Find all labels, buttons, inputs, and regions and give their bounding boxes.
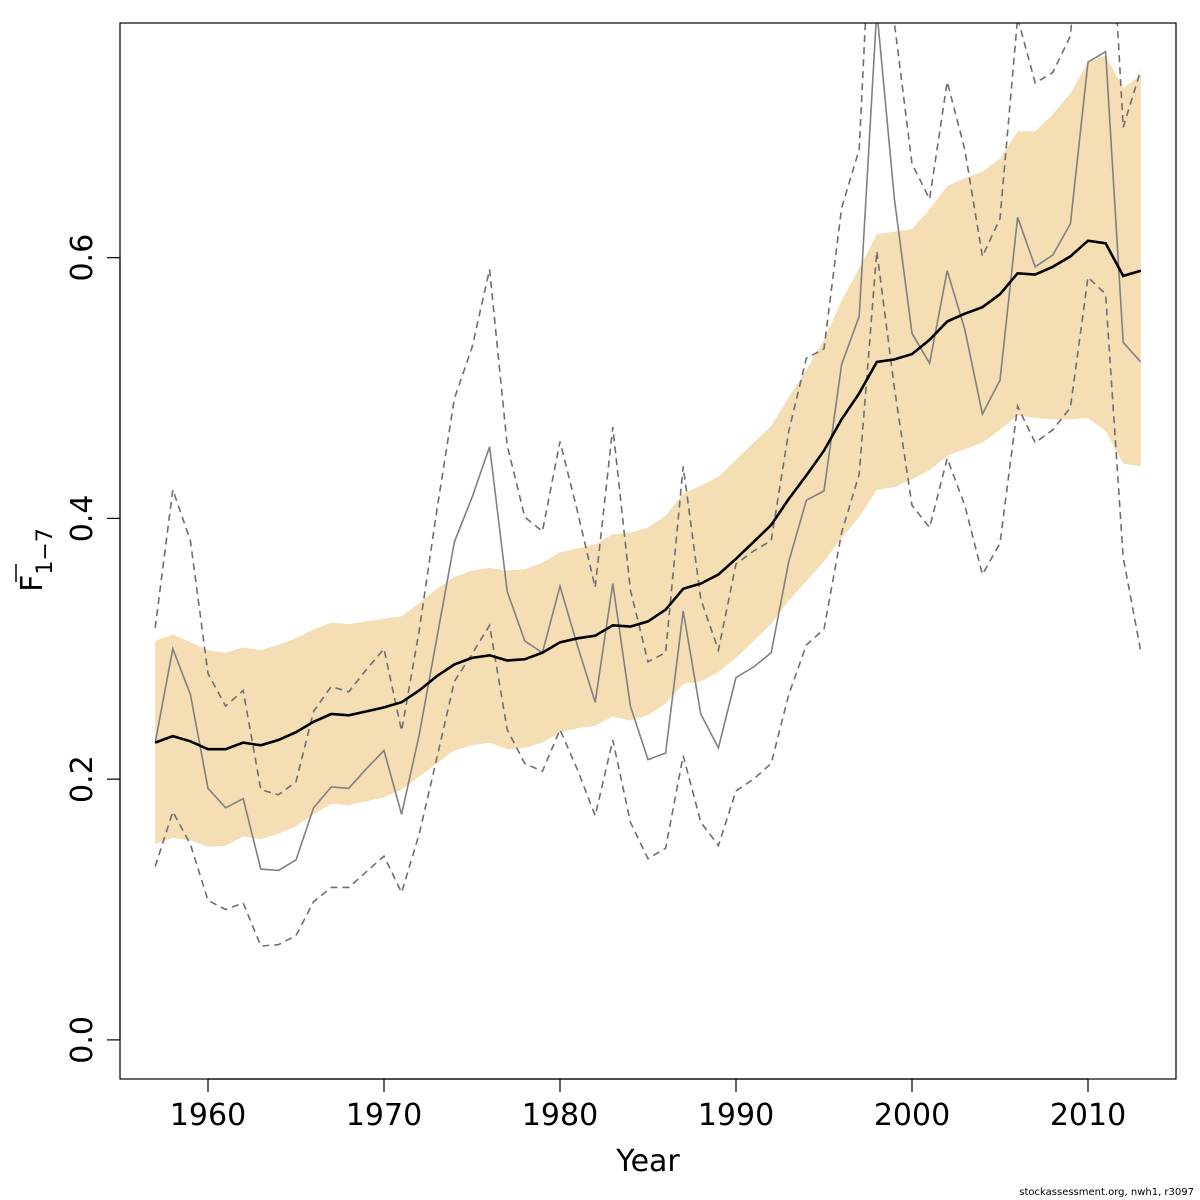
x-tick-label: 1960 [170, 1098, 246, 1133]
y-axis-title-main: F [15, 575, 50, 592]
x-tick-label: 2010 [1050, 1098, 1126, 1133]
estimate-line [154, 239, 1142, 751]
y-axis-title-sub: 1−7 [33, 528, 58, 574]
observed-lower-line [154, 250, 1142, 947]
y-tick-label: 0.0 [65, 1016, 100, 1064]
observed-upper-line [154, 23, 1142, 796]
x-tick-label: 1970 [346, 1098, 422, 1133]
svg-text:F1−7: F1−7 [15, 528, 58, 592]
x-tick-label: 2000 [874, 1098, 950, 1133]
y-tick-label: 0.2 [65, 755, 100, 803]
y-tick-label: 0.4 [65, 495, 100, 543]
x-tick-label: 1980 [522, 1098, 598, 1133]
plot-area [154, 23, 1142, 947]
confidence-band [155, 55, 1141, 847]
y-axis-title: F1−7 [15, 528, 58, 592]
credit-text: stockassessment.org, nwh1, r3097 [1019, 1187, 1194, 1198]
x-tick-label: 1990 [698, 1098, 774, 1133]
x-axis: 1960 1970 1980 1990 2000 2010 [170, 1078, 1126, 1133]
y-axis: 0.0 0.2 0.4 0.6 [65, 234, 121, 1064]
observed-line [154, 23, 1142, 872]
y-tick-label: 0.6 [65, 234, 100, 282]
x-axis-title: Year [615, 1144, 680, 1179]
